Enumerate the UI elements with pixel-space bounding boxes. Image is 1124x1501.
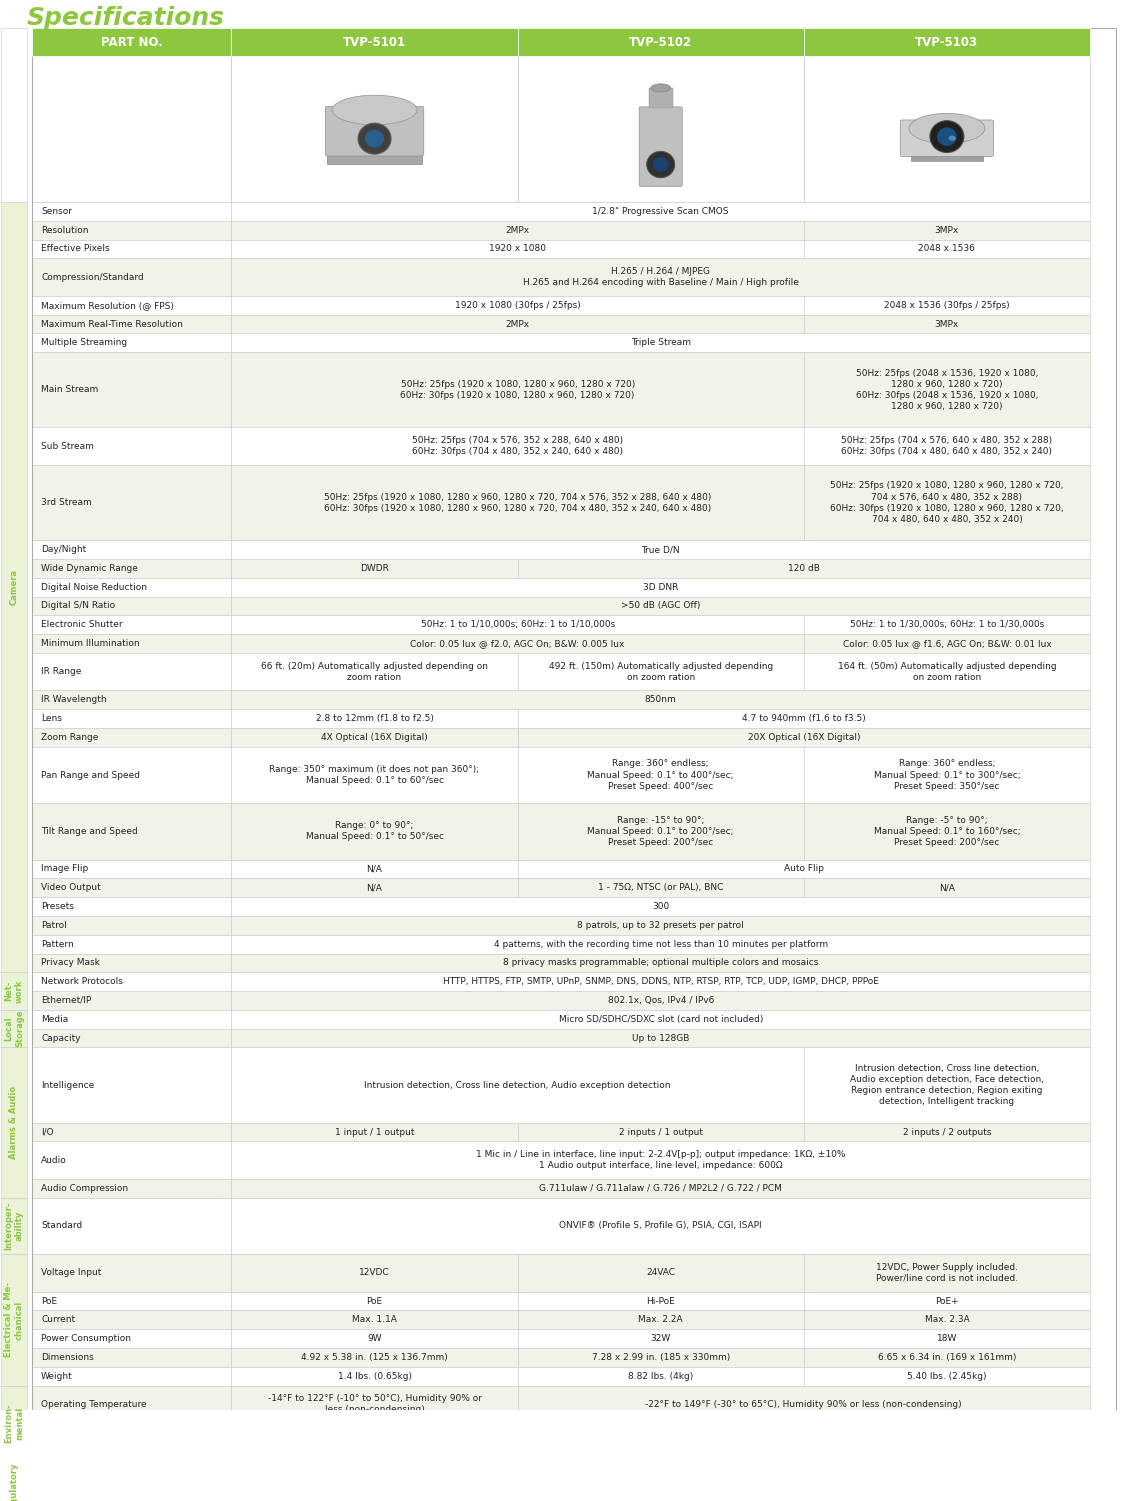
- Bar: [1, 973, 27, 1010]
- Text: 2 inputs / 2 outputs: 2 inputs / 2 outputs: [903, 1127, 991, 1136]
- Text: Network Protocols: Network Protocols: [40, 977, 123, 986]
- Bar: [804, 1330, 1090, 1348]
- Ellipse shape: [653, 158, 669, 173]
- Bar: [31, 1348, 232, 1367]
- Text: Range: -5° to 90°;
Manual Speed: 0.1° to 160°/sec;
Preset Speed: 200°/sec: Range: -5° to 90°; Manual Speed: 0.1° to…: [873, 815, 1021, 847]
- Text: Pan Range and Speed: Pan Range and Speed: [40, 770, 140, 779]
- Bar: [31, 1028, 232, 1048]
- Bar: [518, 57, 804, 203]
- Text: Resolution: Resolution: [40, 225, 89, 234]
- Text: Standard: Standard: [40, 1222, 82, 1231]
- Text: 66 ft. (20m) Automatically adjusted depending on
zoom ration: 66 ft. (20m) Automatically adjusted depe…: [261, 662, 488, 681]
- Bar: [232, 315, 804, 333]
- Bar: [1, 1460, 27, 1501]
- Ellipse shape: [365, 129, 384, 147]
- Bar: [518, 803, 804, 860]
- FancyBboxPatch shape: [325, 107, 424, 156]
- Bar: [31, 953, 232, 973]
- Text: Compression/Standard: Compression/Standard: [40, 273, 144, 282]
- Bar: [232, 240, 804, 258]
- Text: Hi-PoE: Hi-PoE: [646, 1297, 676, 1306]
- Bar: [518, 1385, 1090, 1423]
- Bar: [518, 1310, 804, 1330]
- Bar: [804, 653, 1090, 690]
- Bar: [518, 1292, 804, 1310]
- Text: Electrical & Me-
chanical: Electrical & Me- chanical: [4, 1282, 24, 1357]
- Bar: [518, 1423, 1090, 1442]
- Text: 12VDC, Power Supply included.
Power/line cord is not included.: 12VDC, Power Supply included. Power/line…: [876, 1262, 1018, 1283]
- Text: Privacy Mask: Privacy Mask: [40, 959, 100, 968]
- Text: 5.40 lbs. (2.45kg): 5.40 lbs. (2.45kg): [907, 1372, 987, 1381]
- Text: 4.92 x 5.38 in. (125 x 136.7mm): 4.92 x 5.38 in. (125 x 136.7mm): [301, 1352, 448, 1361]
- Text: 1 Mic in / Line in interface, line input: 2-2.4V[p-p]; output impedance: 1KΩ, ±1: 1 Mic in / Line in interface, line input…: [475, 1150, 845, 1171]
- Bar: [518, 878, 804, 898]
- Bar: [649, 89, 673, 108]
- Bar: [232, 428, 804, 465]
- Bar: [31, 1460, 232, 1501]
- Text: Color: 0.05 lux @ f1.6, AGC On; B&W: 0.01 lux: Color: 0.05 lux @ f1.6, AGC On; B&W: 0.0…: [843, 639, 1051, 648]
- Text: 8.82 lbs. (4kg): 8.82 lbs. (4kg): [628, 1372, 694, 1381]
- Text: Audio: Audio: [40, 1156, 66, 1165]
- Text: Max. 1.1A: Max. 1.1A: [352, 1315, 397, 1324]
- Bar: [31, 29, 232, 57]
- Bar: [232, 747, 518, 803]
- Bar: [232, 1292, 518, 1310]
- Text: G.711ulaw / G.711alaw / G.726 / MP2L2 / G.722 / PCM: G.711ulaw / G.711alaw / G.726 / MP2L2 / …: [540, 1184, 782, 1193]
- Text: Sub Stream: Sub Stream: [40, 441, 94, 450]
- Bar: [232, 898, 1090, 916]
- Bar: [804, 353, 1090, 428]
- Text: Range: -15° to 90°;
Manual Speed: 0.1° to 200°/sec;
Preset Speed: 200°/sec: Range: -15° to 90°; Manual Speed: 0.1° t…: [588, 815, 734, 847]
- Bar: [232, 1348, 518, 1367]
- Bar: [232, 1460, 1090, 1501]
- Bar: [518, 728, 1090, 747]
- Bar: [804, 1367, 1090, 1385]
- Text: Up to 128GB: Up to 128GB: [632, 1034, 689, 1043]
- Bar: [31, 353, 232, 428]
- Text: 1/2.8" Progressive Scan CMOS: 1/2.8" Progressive Scan CMOS: [592, 207, 729, 216]
- Bar: [1, 1385, 27, 1460]
- Text: 50Hz: 1 to 1/30,000s; 60Hz: 1 to 1/30,000s: 50Hz: 1 to 1/30,000s; 60Hz: 1 to 1/30,00…: [850, 620, 1044, 629]
- Text: I/O: I/O: [40, 1127, 54, 1136]
- Text: Max. 2.3A: Max. 2.3A: [925, 1315, 969, 1324]
- Bar: [804, 747, 1090, 803]
- Text: 24VAC: 24VAC: [646, 1268, 676, 1277]
- Bar: [31, 1310, 232, 1330]
- Text: TVP-5101: TVP-5101: [343, 36, 406, 48]
- Text: ONVIF® (Profile S, Profile G), PSIA, CGI, ISAPI: ONVIF® (Profile S, Profile G), PSIA, CGI…: [560, 1222, 762, 1231]
- Text: 18W: 18W: [936, 1334, 957, 1343]
- Text: 300: 300: [652, 902, 670, 911]
- Ellipse shape: [909, 114, 985, 144]
- Text: Video Output: Video Output: [40, 883, 101, 892]
- Text: 50Hz: 25fps (704 x 576, 640 x 480, 352 x 288)
60Hz: 30fps (704 x 480, 640 x 480,: 50Hz: 25fps (704 x 576, 640 x 480, 352 x…: [842, 437, 1052, 456]
- Text: 1920 x 1080: 1920 x 1080: [489, 245, 546, 254]
- Text: >50 dB (AGC Off): >50 dB (AGC Off): [622, 602, 700, 611]
- Text: Main Stream: Main Stream: [40, 386, 98, 395]
- Bar: [31, 1141, 232, 1178]
- Bar: [31, 1385, 232, 1423]
- Bar: [518, 1123, 804, 1141]
- Text: TVP-5102: TVP-5102: [629, 36, 692, 48]
- Text: 2 inputs / 1 output: 2 inputs / 1 output: [618, 1127, 702, 1136]
- Bar: [31, 1178, 232, 1198]
- Text: Audio Compression: Audio Compression: [40, 1184, 128, 1193]
- Bar: [31, 315, 232, 333]
- Bar: [912, 155, 982, 161]
- Bar: [804, 29, 1090, 57]
- Text: -22°F to 149°F (-30° to 65°C), Humidity 90% or less (non-condensing): -22°F to 149°F (-30° to 65°C), Humidity …: [645, 1400, 962, 1409]
- Text: N/A: N/A: [366, 865, 382, 874]
- Bar: [31, 973, 232, 991]
- Text: 7.28 x 2.99 in. (185 x 330mm): 7.28 x 2.99 in. (185 x 330mm): [591, 1352, 729, 1361]
- Text: TVP-5103: TVP-5103: [915, 36, 979, 48]
- Bar: [31, 690, 232, 710]
- Text: 492 ft. (150m) Automatically adjusted depending
on zoom ration: 492 ft. (150m) Automatically adjusted de…: [549, 662, 773, 681]
- Text: Range: 350° maximum (it does not pan 360°);
Manual Speed: 0.1° to 60°/sec: Range: 350° maximum (it does not pan 360…: [270, 766, 480, 785]
- Text: 1920 x 1080 (30fps / 25fps): 1920 x 1080 (30fps / 25fps): [455, 300, 580, 309]
- Text: 4X Optical (16X Digital): 4X Optical (16X Digital): [321, 732, 428, 741]
- Bar: [232, 221, 804, 240]
- Text: Color: 0.05 lux @ f2.0, AGC On; B&W: 0.005 lux: Color: 0.05 lux @ f2.0, AGC On; B&W: 0.0…: [410, 639, 625, 648]
- Text: Vandal Rating: Vandal Rating: [40, 1447, 103, 1456]
- Text: Digital Noise Reduction: Digital Noise Reduction: [40, 582, 147, 591]
- Bar: [232, 1385, 518, 1423]
- Text: 164 ft. (50m) Automatically adjusted depending
on zoom ration: 164 ft. (50m) Automatically adjusted dep…: [837, 662, 1057, 681]
- Bar: [804, 315, 1090, 333]
